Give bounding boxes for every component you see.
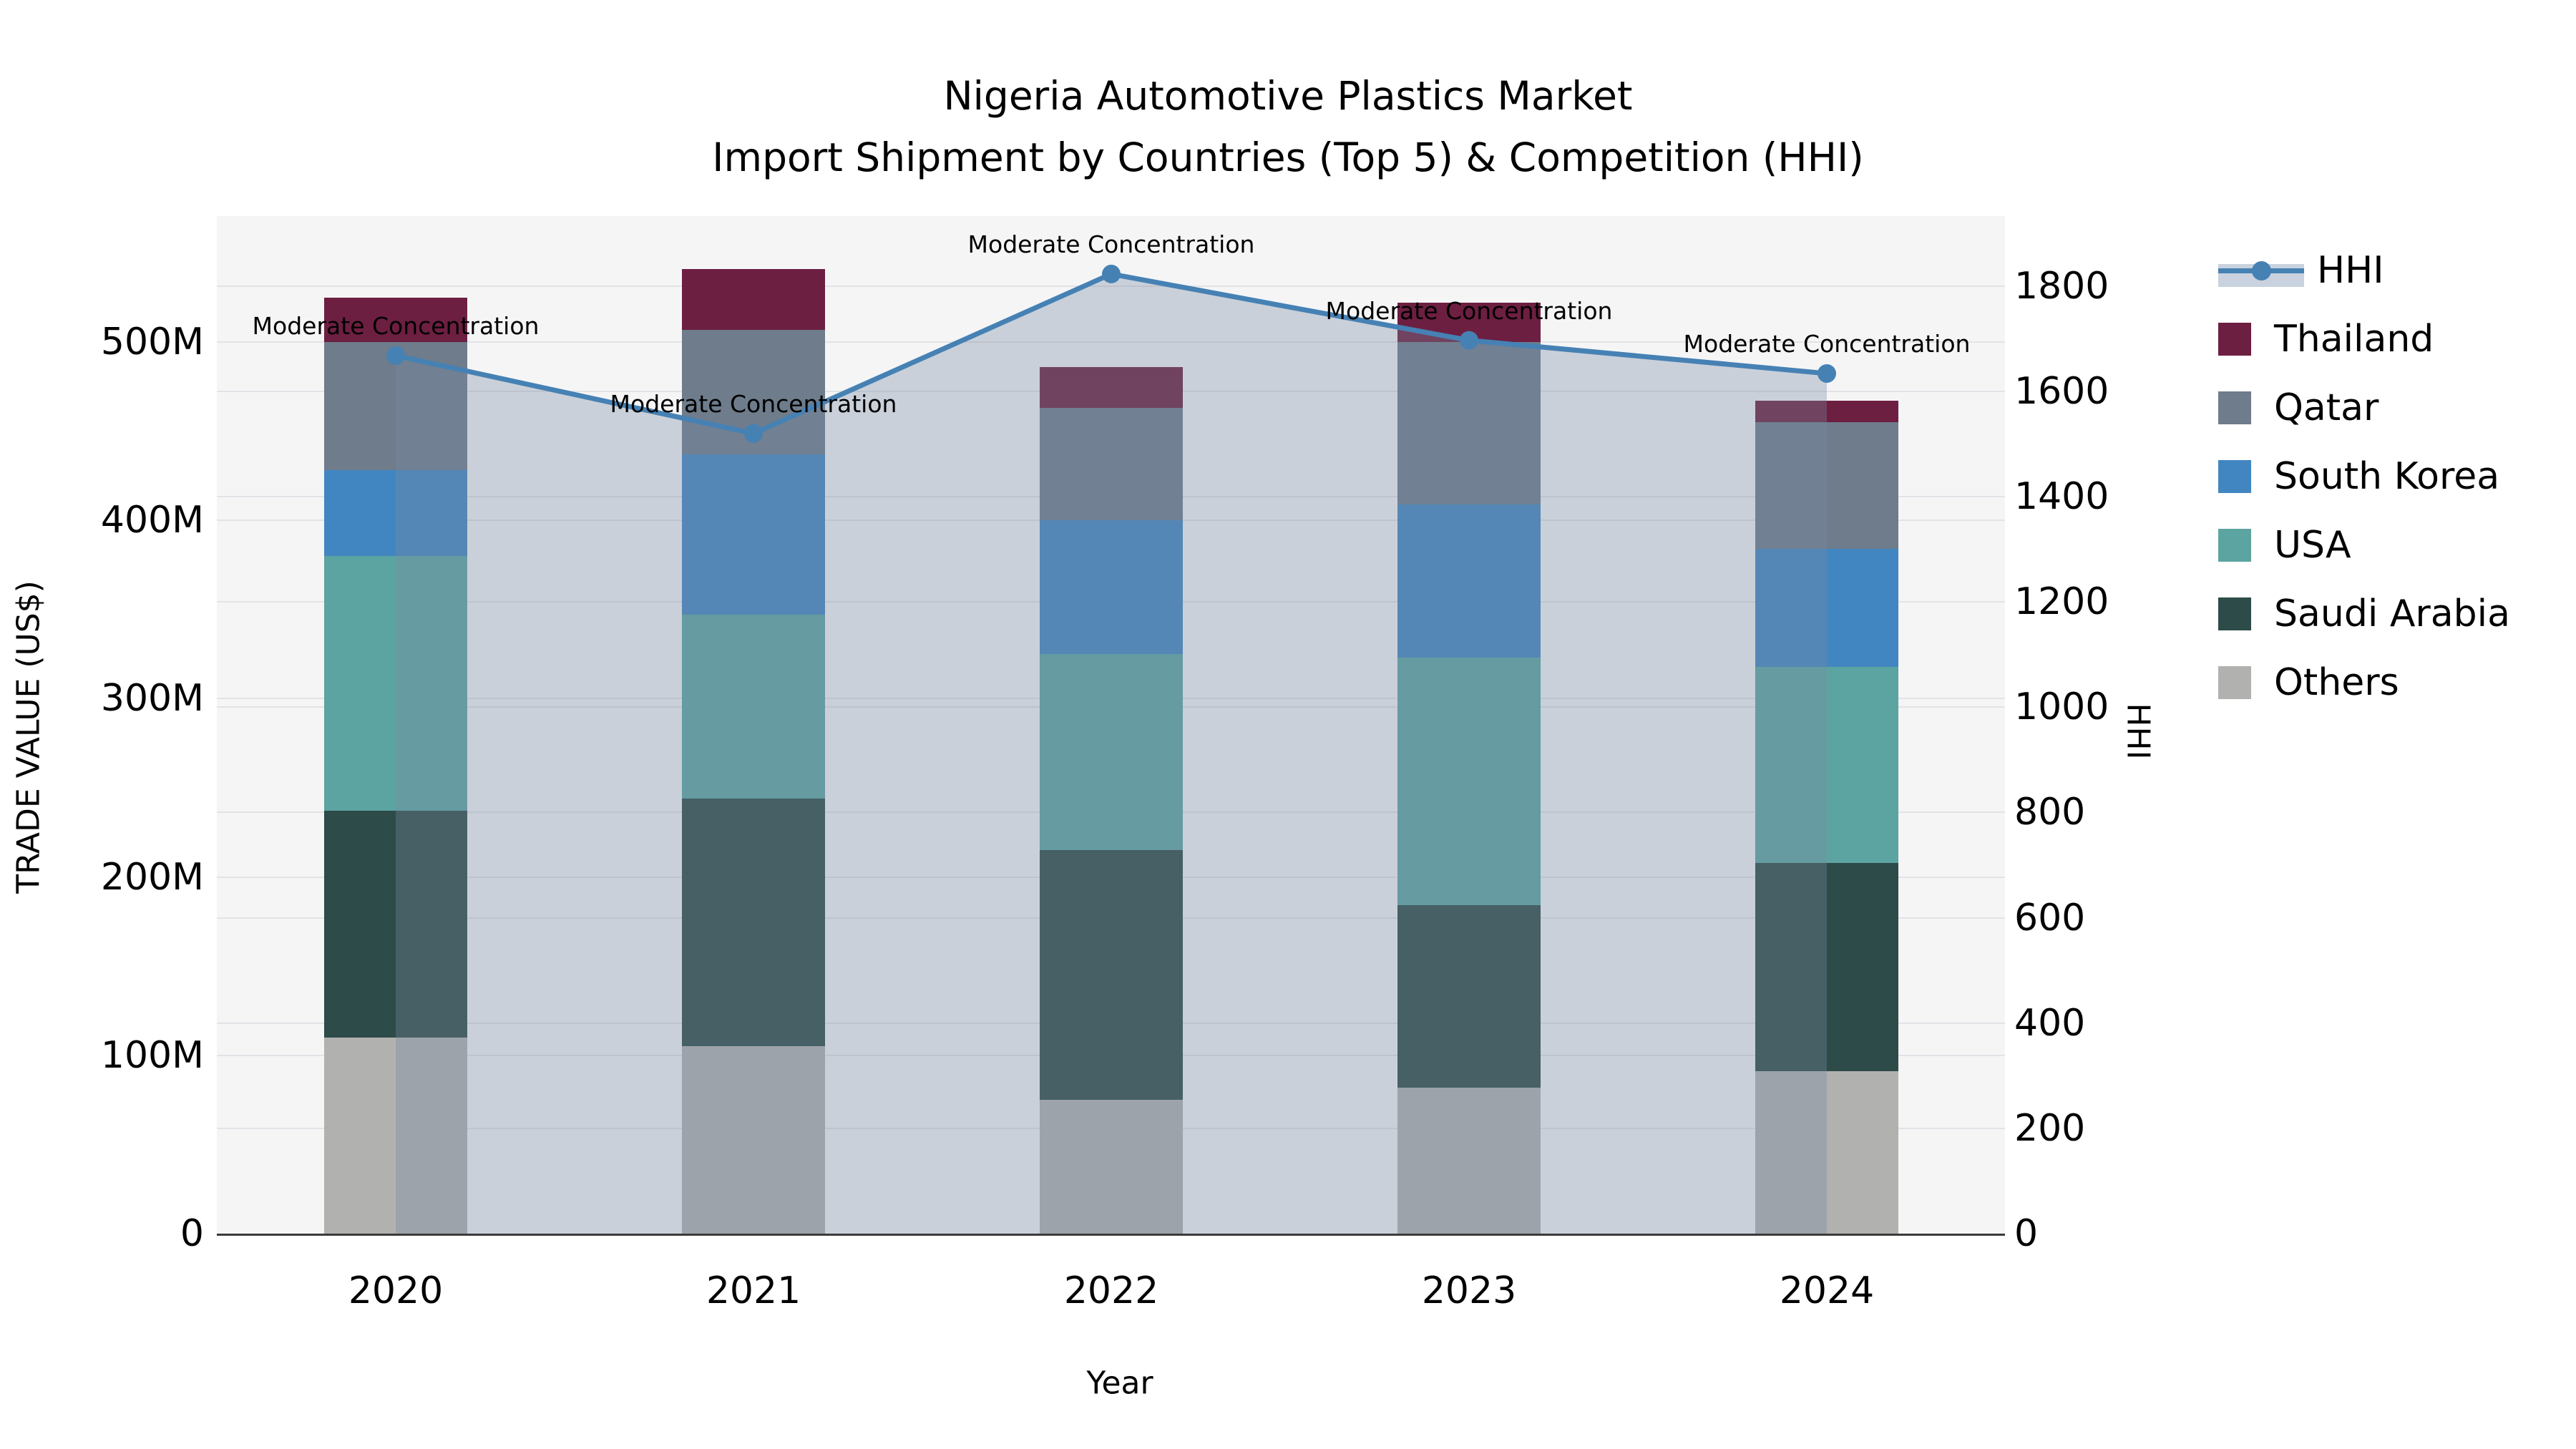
x-tick-2023: 2023 [1421,1269,1517,1312]
annotation-2020: Moderate Concentration [252,311,540,340]
x-axis-title: Year [1086,1365,1153,1402]
legend-label-qatar: Qatar [2274,386,2379,429]
bar-segment-2020-thailand [324,297,467,342]
hhi-marker-sample [2252,261,2271,280]
bar-segment-2022-thailand [1040,366,1183,409]
bar-segment-2022-usa [1040,654,1183,851]
hhi-marker-2024 [1818,364,1836,383]
y-right-tick-1600: 1600 [2014,369,2109,413]
legend-swatch-others [2218,666,2251,699]
hhi-line-sample-icon [2218,254,2304,287]
legend-item-usa: USA [2218,511,2351,580]
bar-segment-2024-qatar [1755,422,1898,550]
bar-segment-2022-south-korea [1040,520,1183,655]
bar-segment-2022-qatar [1040,408,1183,521]
y-left-tick-200M: 200M [100,855,204,899]
y-right-tick-400: 400 [2014,1001,2086,1045]
annotation-2023: Moderate Concentration [1325,296,1613,325]
bar-segment-2020-saudi-arabia [324,811,467,1038]
hhi-marker-2020 [386,346,405,365]
bar-segment-2022-saudi-arabia [1040,850,1183,1101]
x-tick-2021: 2021 [706,1269,801,1312]
y-left-tick-100M: 100M [100,1033,204,1077]
bar-segment-2021-usa [682,615,825,799]
legend-item-qatar: Qatar [2218,374,2379,442]
hhi-marker-2022 [1102,264,1121,283]
y-right-tick-600: 600 [2014,896,2086,940]
y-right-tick-800: 800 [2014,791,2086,834]
gridline-right-axis [217,285,2005,287]
legend-swatch-thailand [2218,323,2251,356]
y-right-tick-1800: 1800 [2014,264,2109,308]
bar-segment-2023-others [1397,1087,1541,1234]
bar-segment-2023-saudi-arabia [1397,905,1541,1088]
bar-segment-2020-south-korea [324,470,467,556]
legend-item-saudi-arabia: Saudi Arabia [2218,580,2510,648]
bar-segment-2024-saudi-arabia [1755,862,1898,1072]
bar-segment-2021-south-korea [682,454,825,615]
hhi-area-fill [396,273,1827,1234]
y-axis-right-title: HHI [2119,703,2157,760]
annotation-2022: Moderate Concentration [967,230,1255,258]
gridline-left-axis [217,341,2005,343]
legend-swatch-saudi-arabia [2218,597,2251,630]
x-tick-2022: 2022 [1063,1269,1159,1312]
bar-segment-2023-qatar [1397,341,1541,504]
legend-item-others: Others [2218,648,2399,717]
bar-segment-2022-others [1040,1100,1183,1234]
y-left-tick-300M: 300M [100,677,204,721]
x-tick-2024: 2024 [1779,1269,1875,1312]
bar-segment-2024-others [1755,1071,1898,1234]
y-right-tick-1400: 1400 [2014,475,2109,519]
annotation-2024: Moderate Concentration [1683,329,1971,358]
legend-label-south-korea: South Korea [2274,455,2500,498]
y-right-tick-1200: 1200 [2014,580,2109,624]
bar-segment-2021-saudi-arabia [682,798,825,1047]
bar-segment-2023-south-korea [1397,504,1541,658]
legend-swatch-usa [2218,529,2251,562]
legend-item-south-korea: South Korea [2218,442,2499,511]
legend-label-hhi: HHI [2317,249,2384,292]
y-right-tick-1000: 1000 [2014,686,2109,729]
bar-segment-2020-usa [324,556,467,811]
legend-swatch-south-korea [2218,460,2251,493]
plot-area: Moderate Concentration Moderate Concentra… [217,216,2005,1236]
chart-title: Nigeria Automotive Plastics Market [943,73,1633,119]
chart-subtitle: Import Shipment by Countries (Top 5) & C… [712,135,1864,180]
legend-item-hhi: HHI [2218,236,2384,305]
legend-swatch-qatar [2218,391,2251,424]
y-left-tick-500M: 500M [100,320,204,364]
legend-label-usa: USA [2274,524,2351,567]
bar-segment-2021-others [682,1046,825,1234]
legend-label-thailand: Thailand [2274,318,2434,361]
hhi-marker-2023 [1460,331,1478,350]
x-tick-2020: 2020 [348,1269,444,1312]
bar-segment-2024-usa [1755,666,1898,863]
y-axis-left-title: TRADE VALUE (US$) [10,580,47,894]
y-right-tick-0: 0 [2014,1212,2039,1255]
legend-item-thailand: Thailand [2218,305,2434,374]
legend-label-saudi-arabia: Saudi Arabia [2274,592,2510,635]
y-left-tick-400M: 400M [100,499,204,542]
bar-segment-2021-thailand [682,268,825,330]
hhi-line-layer [386,264,1836,1234]
bar-segment-2023-usa [1397,658,1541,906]
bar-segment-2020-others [324,1037,467,1234]
y-right-tick-200: 200 [2014,1106,2086,1150]
bar-segment-2024-thailand [1755,401,1898,423]
hhi-marker-2021 [744,424,763,443]
annotation-2021: Moderate Concentration [610,389,897,418]
y-left-tick-0: 0 [180,1212,204,1255]
bar-segment-2024-south-korea [1755,549,1898,667]
legend-label-others: Others [2274,661,2399,704]
